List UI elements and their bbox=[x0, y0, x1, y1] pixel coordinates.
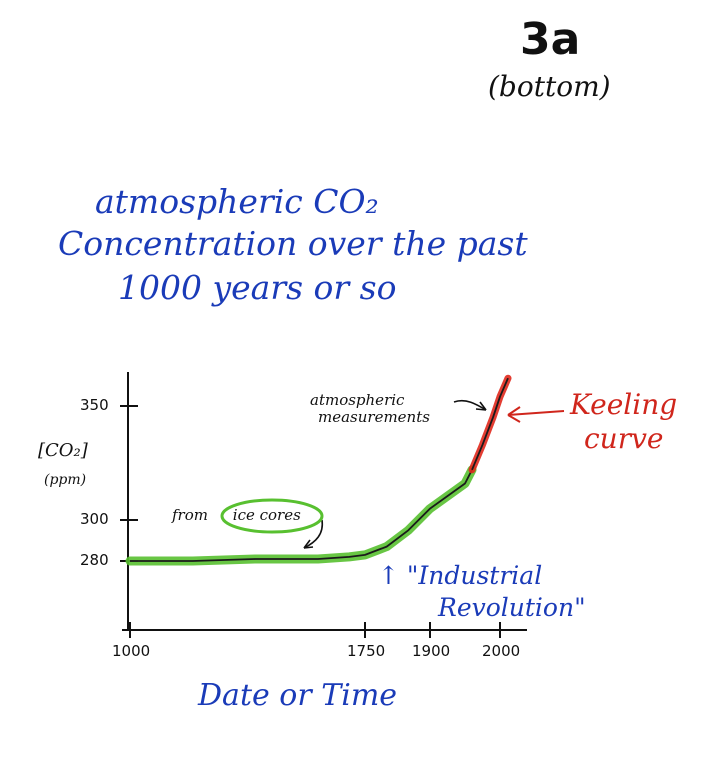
ice-cores-annotation: from ice cores bbox=[172, 506, 301, 524]
title-line-3: 1000 years or so bbox=[118, 268, 397, 307]
x-tick-label-1000: 1000 bbox=[112, 642, 151, 660]
ice-cores-arrow bbox=[303, 519, 324, 549]
x-axis-label: Date or Time bbox=[198, 678, 398, 713]
y-tick-label-300: 300 bbox=[80, 510, 109, 528]
page-subtitle: (bottom) bbox=[488, 70, 611, 103]
chart-marks bbox=[125, 374, 512, 566]
x-tick-label-1750: 1750 bbox=[347, 642, 386, 660]
ice-cores-prefix: from bbox=[172, 506, 208, 524]
title-line-1: atmospheric CO₂ bbox=[95, 182, 379, 221]
y-tick-label-350: 350 bbox=[80, 396, 109, 414]
keeling-arrowhead bbox=[507, 406, 521, 423]
ice-cores-label: ice cores bbox=[232, 506, 301, 524]
ice-cores-circle bbox=[220, 498, 324, 534]
x-tick-label-2000: 2000 bbox=[482, 642, 521, 660]
series-line-0 bbox=[130, 469, 473, 562]
y-tick-label-280: 280 bbox=[80, 551, 109, 569]
industrial-line-1: ↑ "Industrial bbox=[378, 561, 543, 590]
atm-measurements-annotation: atmospheric measurements bbox=[310, 392, 430, 426]
industrial-line-2: Revolution" bbox=[438, 593, 586, 622]
keeling-arrow bbox=[507, 410, 565, 416]
chart-arrows bbox=[220, 399, 565, 549]
keeling-curve-annotation: Keeling curve bbox=[570, 388, 677, 456]
atm-arrow bbox=[453, 399, 487, 411]
page-number: 3a bbox=[520, 14, 581, 65]
atm-arrowhead bbox=[475, 401, 487, 411]
y-axis-label: [CO₂] bbox=[38, 440, 88, 461]
chart-axes bbox=[122, 372, 527, 631]
ice-cores-arrowhead bbox=[303, 539, 314, 549]
keeling-line-2: curve bbox=[584, 422, 664, 455]
industrial-revolution-annotation: ↑ "Industrial Revolution" bbox=[378, 560, 586, 624]
y-axis-unit: (ppm) bbox=[44, 472, 87, 488]
x-tick-label-1900: 1900 bbox=[412, 642, 451, 660]
title-line-2: Concentration over the past bbox=[58, 224, 528, 263]
atm-line-2: measurements bbox=[318, 408, 430, 426]
series-line-1 bbox=[471, 377, 509, 471]
keeling-line-1: Keeling bbox=[570, 388, 678, 421]
atm-line-1: atmospheric bbox=[310, 391, 405, 409]
